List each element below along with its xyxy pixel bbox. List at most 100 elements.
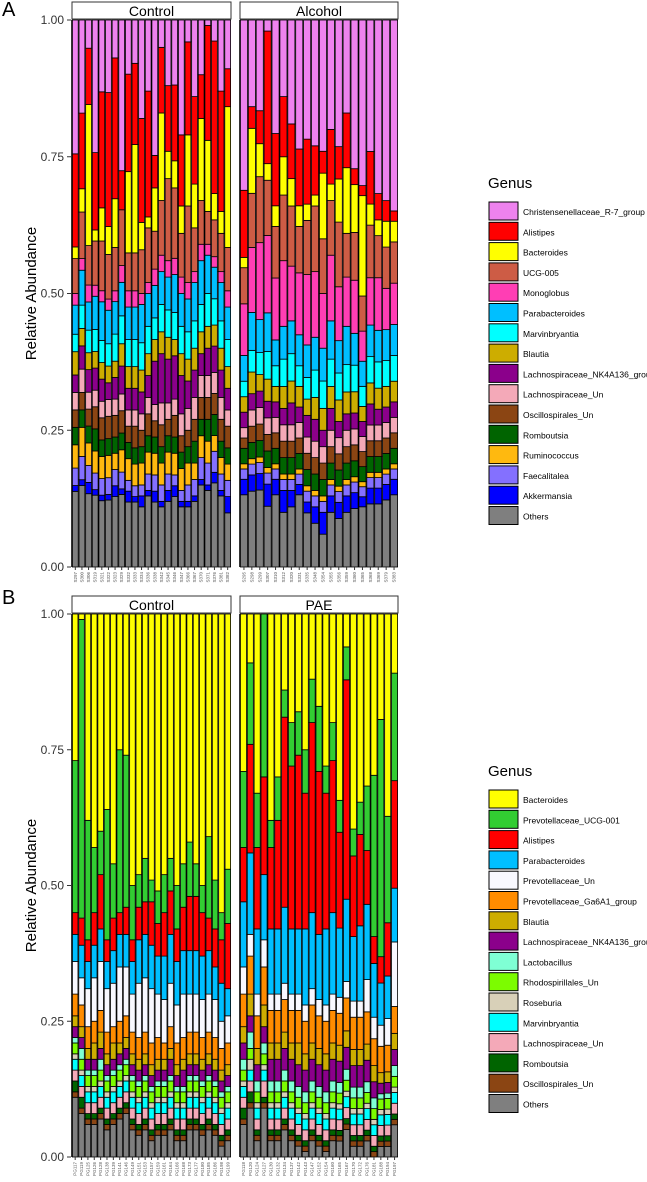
bar-segment-lachnospiraceae-nk4a136-group [148, 1075, 155, 1087]
bar-segment-prevotellaceae-ucg-001 [84, 819, 92, 941]
bar-segment-others [186, 1129, 193, 1158]
bar-segment-monoglobus [78, 258, 86, 271]
bar-segment-prevotellaceae-ucg-001 [167, 857, 174, 892]
bar-segment-prevotellaceae-ucg-001 [154, 890, 162, 924]
bar-segment-oscillospirales-un [253, 1134, 261, 1142]
legend-label: Marvinbryantia [523, 329, 579, 339]
bar-segment-christensenellaceae-r-7-group [334, 19, 343, 148]
bar-segment-prevotellaceae-ga6a1-group [267, 1009, 275, 1044]
bar-segment-lachnospiraceae-nk4a136-group [154, 1069, 162, 1082]
bar-segment-oscillospirales-un [98, 417, 106, 441]
bar-segment-others [342, 511, 351, 568]
legend-label: Others [523, 512, 549, 522]
bar-segment-romboutsia [125, 442, 132, 460]
bar-segment-lactobacillus [167, 1075, 174, 1082]
bar-segment-blautia [138, 369, 145, 393]
bar-segment-lactobacillus [246, 1031, 254, 1049]
bar-segment-others [192, 1129, 200, 1158]
bar-segment-lachnospiraceae-nk4a136-group [97, 1048, 104, 1060]
bar-segment-marvinbryantia [279, 358, 288, 387]
facet-strip [71, 595, 232, 614]
legend-label: Bacteroides [523, 795, 568, 805]
bar-segment-ucg-005 [118, 209, 126, 266]
legend-label: Lachnospiraceae_Un [523, 390, 604, 400]
bar-segment-others [224, 512, 231, 568]
bar-segment-oscillospirales-un [350, 444, 359, 462]
bar-segment-alistipes [116, 912, 123, 935]
bar-segment-lachnospiraceae-un [197, 375, 205, 398]
bar-segment-lachnospiraceae-nk4a136-group [110, 1058, 117, 1071]
bar-segment-lachnospiraceae-un [391, 1102, 398, 1115]
x-tick-label: PG130 [268, 1162, 273, 1177]
bar-segment-lachnospiraceae-un [253, 1118, 261, 1131]
bar-segment-oscillospirales-un [72, 409, 79, 428]
bar-segment-alistipes [72, 912, 79, 935]
bar-segment-blautia [287, 380, 296, 404]
x-tick-label: PG181 [371, 1162, 376, 1177]
bar-segment-akkermansia [217, 490, 225, 497]
bar-segment-alistipes [197, 74, 205, 119]
bar-segment-roseburia [294, 1107, 302, 1114]
bar-segment-marvinbryantia [267, 1107, 275, 1120]
bar-segment-parabacteroides [118, 281, 126, 317]
bar-segment-marvinbryantia [224, 1107, 231, 1120]
bar-segment-prevotellaceae-ucg-001 [246, 662, 254, 745]
bar-segment-marvinbryantia [103, 1096, 111, 1109]
bar-segment-lachnospiraceae-un [326, 429, 335, 448]
bar-segment-roseburia [391, 1086, 398, 1093]
bar-segment-parabacteroides [271, 339, 280, 367]
bar-segment-alistipes [239, 189, 248, 258]
bar-segment-lachnospiraceae-nk4a136-group [131, 387, 139, 411]
bar-segment-parabacteroides [329, 912, 337, 995]
bar-segment-blautia [303, 398, 312, 416]
x-tick-label: S299 [257, 572, 262, 583]
bar-segment-blautia [349, 1049, 357, 1067]
bar-segment-rhodospirillales-un [129, 1080, 136, 1093]
bar-segment-lachnospiraceae-nk4a136-group [91, 1058, 98, 1071]
bar-segment-blautia [318, 407, 327, 431]
bar-segment-ucg-005 [91, 240, 99, 286]
bar-segment-faecalitalea [255, 462, 264, 474]
bar-segment-lachnospiraceae-un [97, 1096, 104, 1109]
bar-segment-parabacteroides [390, 324, 398, 356]
bar-segment-blautia [204, 325, 212, 349]
bar-segment-others [72, 1096, 79, 1158]
bar-segment-ucg-005 [144, 227, 152, 283]
bar-segment-christensenellaceae-r-7-group [318, 19, 327, 152]
x-tick-label: PG188 [378, 1162, 383, 1177]
bar-segment-lachnospiraceae-un [211, 1113, 219, 1125]
x-tick-label: S334 [139, 572, 144, 583]
bar-segment-blautia [110, 1042, 117, 1060]
bar-segment-prevotellaceae-ga6a1-group [224, 1042, 231, 1066]
bar-segment-lactobacillus [135, 1080, 142, 1087]
bar-segment-prevotellaceae-ga6a1-group [370, 1038, 378, 1067]
bar-segment-prevotellaceae-un [308, 988, 316, 1006]
bar-segment-prevotellaceae-un [116, 966, 123, 1022]
bar-segment-prevotellaceae-ga6a1-group [199, 1037, 206, 1060]
bar-segment-christensenellaceae-r-7-group [366, 19, 375, 152]
bar-segment-others [382, 499, 391, 568]
bar-segment-prevotellaceae-ga6a1-group [72, 993, 79, 1017]
bar-segment-christensenellaceae-r-7-group [131, 19, 139, 64]
bar-segment-romboutsia [218, 1134, 225, 1142]
bar-segment-ruminococcus [91, 450, 99, 474]
bar-segment-monoglobus [239, 303, 248, 356]
bar-segment-lachnospiraceae-nk4a136-group [125, 387, 132, 411]
bar-segment-monoglobus [311, 271, 319, 338]
bar-segment-alistipes [271, 133, 280, 207]
bar-segment-faecalitalea [171, 474, 178, 487]
bar-segment-bacteroides [144, 216, 152, 229]
bar-segment-parabacteroides [173, 961, 181, 1006]
bar-segment-blautia [199, 1058, 206, 1071]
x-tick-label: S295 [241, 572, 246, 583]
bar-segment-alistipes [111, 57, 119, 200]
bar-segment-ruminococcus [184, 462, 192, 486]
bar-segment-bacteroides [311, 194, 319, 207]
bar-segment-parabacteroides [377, 982, 385, 1026]
bar-segment-parabacteroides [279, 325, 288, 360]
bar-segment-romboutsia [311, 473, 319, 491]
bar-segment-parabacteroides [334, 340, 343, 374]
bar-segment-christensenellaceae-r-7-group [138, 19, 145, 119]
x-tick-label: S322 [106, 572, 111, 583]
bar-segment-christensenellaceae-r-7-group [263, 19, 272, 32]
